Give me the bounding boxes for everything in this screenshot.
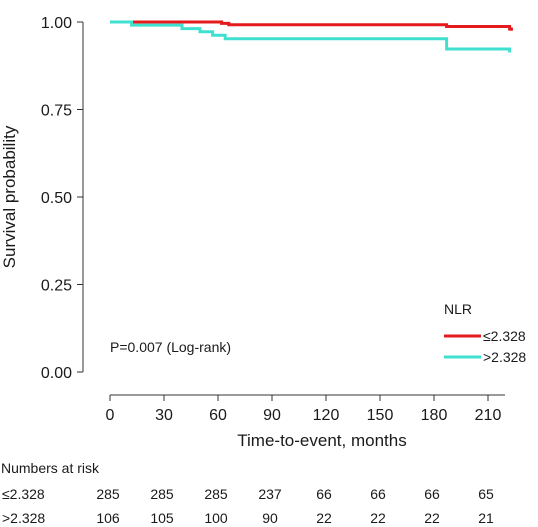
risk-value: 106	[96, 510, 120, 526]
y-ticks: 0.00 0.25 0.50 0.75 1.00	[41, 15, 83, 382]
risk-value: 22	[424, 510, 440, 526]
risk-table: Numbers at risk ≤2.328 285 285 285 237 66 66 66…	[1, 460, 494, 526]
risk-value: 105	[150, 510, 174, 526]
legend-title: NLR	[444, 301, 472, 317]
risk-table-title: Numbers at risk	[1, 460, 100, 476]
risk-value: 22	[316, 510, 332, 526]
p-value-annotation: P=0.007 (Log-rank)	[110, 339, 231, 355]
x-tick-label: 0	[106, 407, 115, 424]
risk-value: 21	[478, 510, 494, 526]
survival-curves	[110, 20, 513, 53]
risk-value: 66	[316, 486, 332, 502]
y-axis-label: Survival probability	[0, 125, 19, 268]
x-axis-label: Time-to-event, months	[237, 431, 406, 450]
risk-value: 285	[150, 486, 174, 502]
risk-table-rows: ≤2.328 285 285 285 237 66 66 66 65 >2.328 106 105 10…	[2, 486, 494, 526]
risk-value: 66	[370, 486, 386, 502]
legend-label-low-nlr: ≤2.328	[483, 328, 526, 344]
risk-value: 65	[478, 486, 494, 502]
x-tick-label: 90	[263, 407, 281, 424]
risk-value: 100	[204, 510, 228, 526]
legend-label-high-nlr: >2.328	[483, 349, 526, 365]
y-tick-label: 1.00	[41, 15, 72, 32]
legend: NLR ≤2.328 >2.328	[444, 301, 526, 365]
y-tick-label: 0.25	[41, 278, 72, 295]
risk-value: 285	[96, 486, 120, 502]
risk-value: 22	[370, 510, 386, 526]
y-tick-label: 0.75	[41, 103, 72, 120]
x-tick-label: 210	[475, 407, 502, 424]
risk-value: 66	[424, 486, 440, 502]
x-tick-label: 60	[209, 407, 227, 424]
x-tick-label: 120	[313, 407, 340, 424]
y-tick-label: 0.00	[41, 365, 72, 382]
y-tick-label: 0.50	[41, 190, 72, 207]
x-tick-label: 180	[421, 407, 448, 424]
curve-low-nlr	[110, 20, 513, 31]
x-ticks: 0 30 60 90 120 150 180 210	[106, 395, 502, 424]
x-tick-label: 150	[367, 407, 394, 424]
risk-row-label: ≤2.328	[2, 486, 45, 502]
risk-value: 237	[258, 486, 282, 502]
risk-value: 90	[262, 510, 278, 526]
x-tick-label: 30	[155, 407, 173, 424]
risk-value: 285	[204, 486, 228, 502]
curve-high-nlr	[110, 20, 512, 53]
risk-row-label: >2.328	[2, 510, 45, 526]
